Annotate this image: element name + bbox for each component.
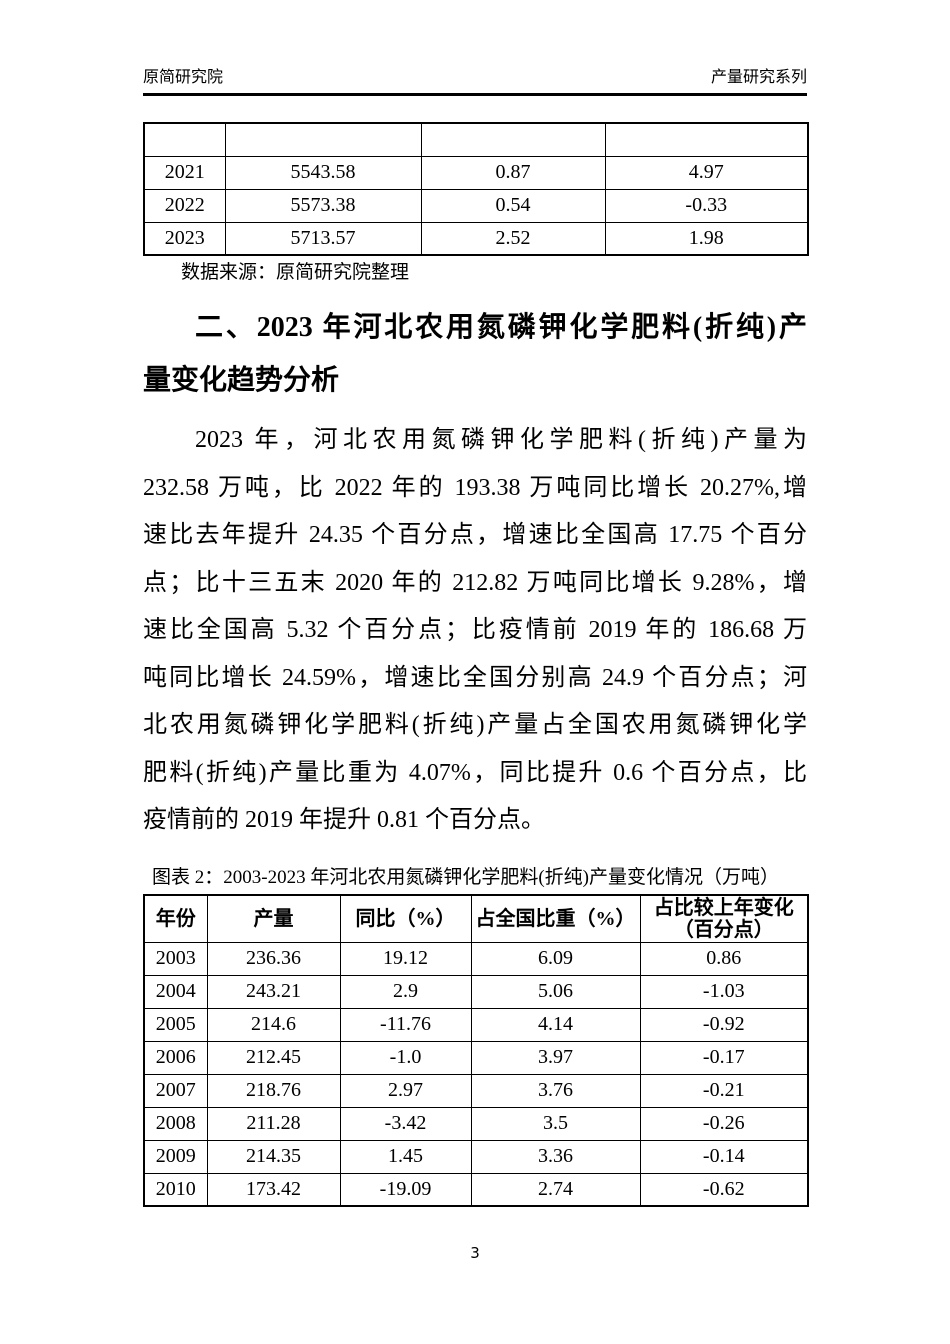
table-cell [143,122,226,157]
table-cell: 2008 [143,1106,208,1141]
table-cell: 1.98 [604,221,809,256]
production-table-body: 2003 236.36 19.12 6.09 0.86 2004 243.21 2.9 5.06… [143,941,809,1207]
table-cell: 2021 [143,155,226,190]
paragraph-line: 速比全国高 5.32 个百分点；比疫情前 2019 年的 186.68 万 [143,617,807,643]
table-cell: 211.28 [206,1106,341,1141]
table-cell: 2.52 [420,221,606,256]
table-cell [604,122,809,157]
table-cell: 3.76 [470,1073,641,1108]
table-cell: 218.76 [206,1073,341,1108]
table-cell: -0.21 [639,1073,809,1108]
table-cell: 2003 [143,941,208,976]
paragraph-line: 疫情前的 2019 年提升 0.81 个百分点。 [143,807,545,833]
column-header-row: 年份 产量 同比（%） 占全国比重（%） 占比较上年变化 （百分点） [143,894,809,943]
summary-table-body: 2021 5543.58 0.87 4.97 2022 5573.38 0.54 -0.33 2… [143,122,809,256]
table-cell: 2004 [143,974,208,1009]
table-cell: 173.42 [206,1172,341,1207]
table-cell: 2007 [143,1073,208,1108]
table-cell: -0.62 [639,1172,809,1207]
table-cell: 2.9 [339,974,472,1009]
paragraph-line: 232.58 万吨，比 2022 年的 193.38 万吨同比增长 20.27%… [143,474,807,501]
heading-line: 二、2023 年河北农用氮磷钾化学肥料(折纯)产 [195,312,807,343]
table-cell: 212.45 [206,1040,341,1075]
table-cell: 5573.38 [224,188,422,223]
table-cell: -0.26 [639,1106,809,1141]
column-header: 占比较上年变化 （百分点） [639,894,809,943]
data-source-note: 数据来源：原简研究院整理 [181,262,410,283]
table-cell: -0.33 [604,188,809,223]
table-cell: 4.97 [604,155,809,190]
table-caption: 图表 2：2003-2023 年河北农用氮磷钾化学肥料(折纯)产量变化情况（万吨… [152,866,779,888]
paragraph-line: 点；比十三五末 2020 年的 212.82 万吨同比增长 9.28%，增 [143,569,807,596]
table-cell: 0.87 [420,155,606,190]
table-row: 2005 214.6 -11.76 4.14 -0.92 [143,1007,809,1042]
table-cell: 214.35 [206,1139,341,1174]
page-number: 3 [470,1244,480,1262]
production-data-table: 年份 产量 同比（%） 占全国比重（%） 占比较上年变化 （百分点） 2003 236.3… [143,893,809,1207]
table-cell: 2006 [143,1040,208,1075]
table-row [143,122,809,157]
table-cell [224,122,422,157]
table-cell [420,122,606,157]
table-cell: 2010 [143,1172,208,1207]
summary-table-continuation: 2021 5543.58 0.87 4.97 2022 5573.38 0.54 -0.33 2… [143,122,809,256]
table-row: 2010 173.42 -19.09 2.74 -0.62 [143,1172,809,1207]
table-row: 2008 211.28 -3.42 3.5 -0.26 [143,1106,809,1141]
table-cell: 1.45 [339,1139,472,1174]
table-cell: 5.06 [470,974,641,1009]
table-cell: 236.36 [206,941,341,976]
table-cell: 214.6 [206,1007,341,1042]
table-cell: 4.14 [470,1007,641,1042]
table-cell: -0.17 [639,1040,809,1075]
table-row: 2022 5573.38 0.54 -0.33 [143,188,809,223]
table-row: 2003 236.36 19.12 6.09 0.86 [143,941,809,976]
paragraph-line: 吨同比增长 24.59%，增速比全国分别高 24.9 个百分点；河 [143,664,807,691]
table-cell: 3.36 [470,1139,641,1174]
section-heading: 二、2023 年河北农用氮磷钾化学肥料(折纯)产量变化趋势分析 [143,301,807,407]
table-cell: 2023 [143,221,226,256]
table-cell: -1.0 [339,1040,472,1075]
header-left-text: 原简研究院 [143,69,224,86]
table-cell: 2.74 [470,1172,641,1207]
table-cell: 2.97 [339,1073,472,1108]
paragraph-line: 北农用氮磷钾化学肥料(折纯)产量占全国农用氮磷钾化学 [143,712,807,738]
table-cell: -3.42 [339,1106,472,1141]
table-cell: 3.5 [470,1106,641,1141]
paragraph-line: 肥料(折纯)产量比重为 4.07%，同比提升 0.6 个百分点，比 [143,759,807,786]
production-table-head: 年份 产量 同比（%） 占全国比重（%） 占比较上年变化 （百分点） [143,894,809,943]
table-cell: -11.76 [339,1007,472,1042]
table-cell: 3.97 [470,1040,641,1075]
column-header: 产量 [206,894,341,943]
table-cell: 0.86 [639,941,809,976]
table-cell: 5713.57 [224,221,422,256]
paragraph-line: 2023 年，河北农用氮磷钾化学肥料(折纯)产量为 [195,427,807,453]
table-row: 2023 5713.57 2.52 1.98 [143,221,809,256]
table-cell: 2022 [143,188,226,223]
header-right-text: 产量研究系列 [710,69,807,86]
page-header: 原简研究院 产量研究系列 [143,68,807,96]
table-row: 2009 214.35 1.45 3.36 -0.14 [143,1139,809,1174]
column-header: 同比（%） [339,894,472,943]
table-cell: 2009 [143,1139,208,1174]
table-cell: -19.09 [339,1172,472,1207]
table-row: 2007 218.76 2.97 3.76 -0.21 [143,1073,809,1108]
column-header: 年份 [143,894,208,943]
table-cell: 19.12 [339,941,472,976]
heading-line: 量变化趋势分析 [143,365,340,396]
table-cell: -0.14 [639,1139,809,1174]
table-cell: 2005 [143,1007,208,1042]
table-row: 2006 212.45 -1.0 3.97 -0.17 [143,1040,809,1075]
body-paragraph: 2023 年，河北农用氮磷钾化学肥料(折纯)产量为 232.58 万吨，比 202… [143,417,807,845]
table-cell: -0.92 [639,1007,809,1042]
table-cell: 5543.58 [224,155,422,190]
table-row: 2004 243.21 2.9 5.06 -1.03 [143,974,809,1009]
column-header: 占全国比重（%） [470,894,641,943]
table-cell: -1.03 [639,974,809,1009]
table-cell: 0.54 [420,188,606,223]
paragraph-line: 速比去年提升 24.35 个百分点，增速比全国高 17.75 个百分 [143,522,807,548]
table-cell: 6.09 [470,941,641,976]
table-cell: 243.21 [206,974,341,1009]
table-row: 2021 5543.58 0.87 4.97 [143,155,809,190]
